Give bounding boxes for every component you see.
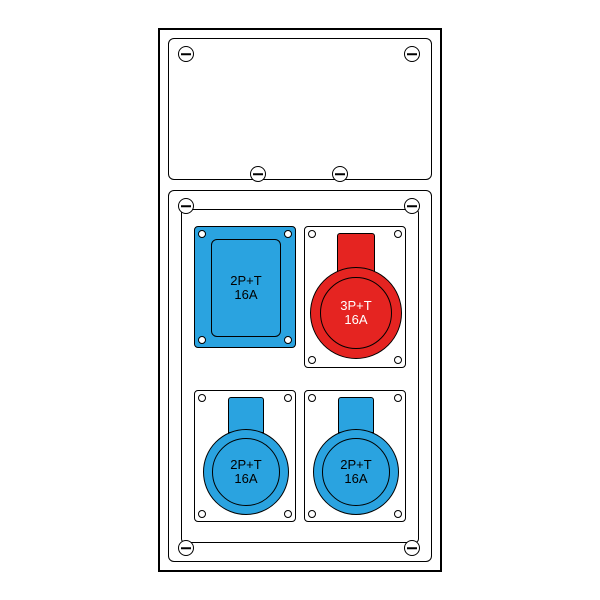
socket-label: 2P+T 16A xyxy=(230,274,261,303)
socket-plate-bottom-left: 2P+T 16A xyxy=(194,390,296,522)
screw-icon xyxy=(178,46,194,62)
mounting-hole xyxy=(198,230,206,238)
mounting-hole xyxy=(308,230,316,238)
mounting-hole xyxy=(198,394,206,402)
screw-icon xyxy=(404,46,420,62)
screw-icon xyxy=(404,198,420,214)
screw-icon xyxy=(250,166,266,182)
cee-socket-body-red[interactable]: 3P+T 16A xyxy=(310,267,402,359)
socket-plate-top-right: 3P+T 16A xyxy=(304,226,406,368)
socket-label: 3P+T 16A xyxy=(340,299,371,328)
socket-section: 2P+T 16A 3P+T 16A xyxy=(168,190,432,562)
mounting-hole xyxy=(198,336,206,344)
socket-plate-bottom-right: 2P+T 16A xyxy=(304,390,406,522)
screw-icon xyxy=(332,166,348,182)
top-cover-section xyxy=(168,38,432,180)
mounting-hole xyxy=(308,394,316,402)
mounting-hole xyxy=(284,510,292,518)
socket-label: 2P+T 16A xyxy=(340,458,371,487)
socket-plate-top-left: 2P+T 16A xyxy=(194,226,296,348)
mounting-hole xyxy=(284,230,292,238)
mounting-hole xyxy=(394,356,402,364)
mounting-hole xyxy=(394,394,402,402)
mounting-hole xyxy=(284,336,292,344)
mounting-hole xyxy=(308,356,316,364)
mounting-hole xyxy=(308,510,316,518)
socket-face-domestic[interactable]: 2P+T 16A xyxy=(211,239,281,337)
cee-socket-nose xyxy=(338,397,374,433)
socket-inner-panel: 2P+T 16A 3P+T 16A xyxy=(181,209,419,543)
screw-icon xyxy=(178,198,194,214)
cee-socket-nose xyxy=(228,397,264,433)
mounting-hole xyxy=(284,394,292,402)
cee-socket-body-blue[interactable]: 2P+T 16A xyxy=(203,429,289,515)
cee-socket-body-blue[interactable]: 2P+T 16A xyxy=(313,429,399,515)
screw-icon xyxy=(404,540,420,556)
mounting-hole xyxy=(394,230,402,238)
screw-icon xyxy=(178,540,194,556)
mounting-hole xyxy=(394,510,402,518)
socket-label: 2P+T 16A xyxy=(230,458,261,487)
mounting-hole xyxy=(198,510,206,518)
distribution-panel: 2P+T 16A 3P+T 16A xyxy=(158,28,442,572)
